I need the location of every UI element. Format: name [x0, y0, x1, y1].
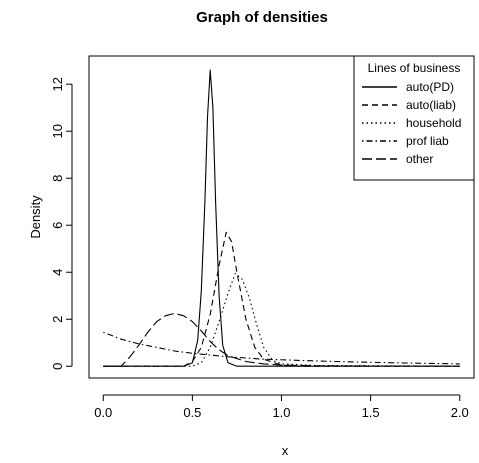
- legend-label: household: [406, 116, 461, 130]
- series-line-prof-liab: [103, 331, 460, 365]
- y-axis: 0 2 4 6 8 10 12: [50, 77, 73, 370]
- x-tick-label: 0.0: [94, 405, 112, 420]
- series-line-other: [103, 312, 460, 367]
- series-line-auto-pd: [103, 69, 460, 367]
- y-tick-label: 2: [50, 316, 65, 323]
- x-tick-label: 0.5: [183, 405, 201, 420]
- series-layer: [103, 69, 460, 367]
- x-axis-label: x: [282, 443, 289, 458]
- legend-items: auto(PD) auto(liab) household prof liab othe…: [362, 80, 461, 166]
- x-tick-label: 1.5: [362, 405, 380, 420]
- series-line-auto-liab: [103, 231, 460, 367]
- chart-title: Graph of densities: [196, 9, 328, 26]
- legend-title: Lines of business: [368, 61, 461, 75]
- legend: Lines of business auto(PD) auto(liab) hous…: [353, 55, 475, 181]
- legend-label: auto(liab): [406, 98, 456, 112]
- legend-label: auto(PD): [406, 80, 454, 94]
- legend-label: other: [406, 152, 433, 166]
- y-tick-label: 6: [50, 222, 65, 229]
- legend-box: [353, 55, 475, 181]
- series-line-household: [103, 272, 460, 367]
- y-tick-label: 12: [50, 77, 65, 91]
- plot-frame: [88, 55, 475, 379]
- y-axis-label: Density: [28, 195, 43, 239]
- x-tick-label: 1.0: [272, 405, 290, 420]
- y-tick-label: 4: [50, 269, 65, 276]
- legend-label: prof liab: [406, 134, 449, 148]
- x-axis: 0.0 0.5 1.0 1.5 2.0: [94, 394, 469, 420]
- y-tick-label: 8: [50, 175, 65, 182]
- x-tick-label: 2.0: [451, 405, 469, 420]
- y-tick-label: 10: [50, 124, 65, 138]
- y-tick-label: 0: [50, 363, 65, 370]
